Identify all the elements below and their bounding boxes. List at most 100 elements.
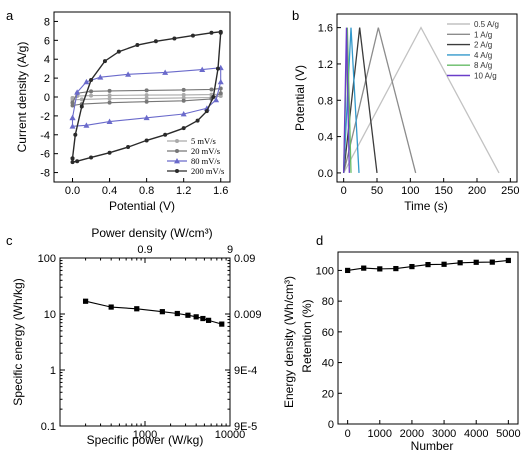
panel-a-x-tick-label: 0.8 — [139, 185, 154, 197]
panel-a-series-4-point — [172, 36, 177, 41]
panel-c-series-line — [85, 300, 222, 325]
panel-a-series-2-point — [107, 100, 112, 105]
panel-b-legend: 0.5 A/g1 A/g 2 A/g4 A/g8 A/g 10 A/g — [447, 20, 499, 81]
panel-c-top-axis-title: Power density (W/cm³) — [91, 226, 212, 240]
panel-a-series-4-point — [190, 33, 195, 38]
legend-label-1: 5 mV/s — [191, 136, 216, 146]
legend-label-3: 80 mV/s — [191, 156, 220, 166]
panel-a-series-3-point — [162, 69, 169, 75]
panel-c-right-tick-label: 0.009 — [234, 309, 262, 321]
panel-c-data-point — [205, 317, 212, 323]
panel-a-y-tick-label: 2 — [44, 73, 50, 85]
panel-a-series-2-point — [181, 87, 186, 92]
panel-a-series-3-point — [97, 74, 104, 80]
panel-c-x-tick-label: 1000 — [133, 429, 157, 441]
panel-c-data-point — [134, 306, 140, 312]
panel-a-series-4-point — [107, 150, 112, 155]
panel-a-series-4-point — [195, 118, 200, 123]
panel-a-y-tick-label: -4 — [40, 130, 50, 142]
panel-d-data-point — [505, 257, 511, 264]
panel-a-series-1-point — [107, 93, 112, 98]
panel-d-data-point — [489, 259, 495, 265]
panel-a-series-4-point — [163, 132, 168, 137]
panel-b-y-tick-label: 0.8 — [318, 95, 333, 107]
panel-a-series-3-point — [83, 122, 90, 128]
panel-a-series-3-point — [106, 118, 113, 124]
panel-c-x-axis-title: Specific power (W/kg) — [87, 433, 204, 447]
panel-c-right-axis-title: Energy density (Wh/cm³) — [282, 276, 296, 408]
panel-a-y-tick-label: 4 — [44, 54, 50, 66]
panel-a-series-4-point — [70, 156, 75, 161]
panel-d-retention-plot: d 0 1000 2000 3000 4000 5000 0 20 40 60 80 100 Num… — [300, 233, 521, 453]
panel-a-series-2-point — [70, 100, 75, 105]
panel-a-y-tick-label: -2 — [40, 111, 50, 123]
panel-b-series-4-line — [343, 27, 360, 173]
panel-d-frame — [337, 251, 519, 425]
panel-a-series-4-point — [126, 145, 131, 150]
panel-d-data-point — [457, 260, 463, 266]
panel-b-y-tick-label: 0.0 — [318, 168, 333, 180]
panel-a-series-1-point — [107, 96, 112, 101]
panel-b-y-tick-label: 1.6 — [318, 23, 333, 35]
panel-a-y-tick-label: 6 — [44, 35, 50, 47]
panel-a-y-tick-label: 8 — [44, 16, 50, 28]
panel-c-top-axis-title-text: Power density (W/cm³) — [91, 226, 212, 240]
panel-a-series-4-point — [204, 109, 209, 114]
panel-d-data-point — [377, 266, 383, 272]
panel-a-series-4-point — [79, 104, 84, 109]
panel-c-y-tick-label: 10 — [44, 309, 56, 321]
legend-marker-1 — [175, 139, 179, 143]
panel-c-y-tick-label: 0.1 — [41, 421, 56, 433]
panel-c-data-point — [185, 312, 191, 318]
panel-c-data-point — [159, 309, 165, 315]
panel-c-label: c — [6, 233, 13, 248]
legend-marker-3 — [174, 158, 180, 164]
panel-a-series-4-point — [89, 78, 94, 82]
panel-a-series-2-point — [144, 99, 149, 104]
panel-a-series-4-point — [181, 126, 186, 131]
panel-c-frame — [59, 257, 231, 427]
panel-a-series-4-point — [153, 39, 158, 44]
panel-d-y-tick-label: 60 — [322, 327, 334, 339]
panel-a-x-tick-label: 0.0 — [65, 185, 80, 197]
panel-d-x-tick-label: 1000 — [368, 428, 392, 440]
panel-a-series-2-line — [71, 87, 222, 107]
panel-d-label: d — [316, 233, 323, 248]
panel-a-series-3-point — [69, 123, 76, 129]
panel-b-x-tick-label: 100 — [401, 185, 419, 197]
panel-b-y-tick-label: 1.2 — [318, 59, 333, 71]
panel-d-y-tick-label: 0 — [328, 419, 334, 431]
panel-a-x-tick-label: 1.6 — [213, 185, 228, 197]
panel-b-x-tick-label: 0 — [341, 185, 347, 197]
panel-d-data-point — [361, 265, 367, 271]
panel-d-data-point — [473, 259, 479, 265]
panel-d-x-tick-label: 3000 — [432, 428, 456, 440]
panel-c-data-point — [174, 310, 180, 317]
panel-c-data-point — [108, 304, 114, 310]
panel-b-gcd-curves: b 0 50 100 150 200 250 0.0 0.4 0.8 1.2 1.6 Time (… — [292, 8, 520, 213]
panel-a-series-3-point — [213, 96, 220, 103]
panel-b-x-tick-label: 50 — [371, 185, 383, 197]
panel-d-data-point — [425, 261, 431, 268]
panel-b-x-axis-title: Time (s) — [404, 199, 448, 213]
panel-a-y-axis-title: Current density (A/g) — [15, 42, 29, 153]
panel-a-series-1-point — [144, 96, 149, 101]
panel-a-series-2-point — [209, 87, 214, 92]
panel-a-series-2-point — [144, 88, 149, 93]
legend-label-b-6: 10 A/g — [474, 72, 497, 81]
panel-c-data-point — [219, 321, 225, 327]
panel-a-series-1-point — [181, 92, 186, 97]
panel-a-series-4-point — [75, 159, 80, 164]
panel-a-series-3-point — [143, 114, 150, 121]
panel-c-x-tick-label: 10000 — [215, 429, 246, 441]
panel-d-data-point — [409, 263, 415, 270]
legend-label-2: 20 mV/s — [191, 146, 220, 156]
panel-c-top-tick-label: 9 — [227, 244, 233, 256]
panel-c-data-point — [82, 298, 89, 304]
legend-label-4: 200 mV/s — [191, 166, 224, 176]
panel-d-data-point — [393, 265, 399, 272]
panel-b-series-1-line — [343, 26, 500, 174]
legend-label-b-1: 0.5 A/g — [474, 20, 499, 29]
panel-c-right-tick-label: 0.09 — [234, 253, 255, 265]
